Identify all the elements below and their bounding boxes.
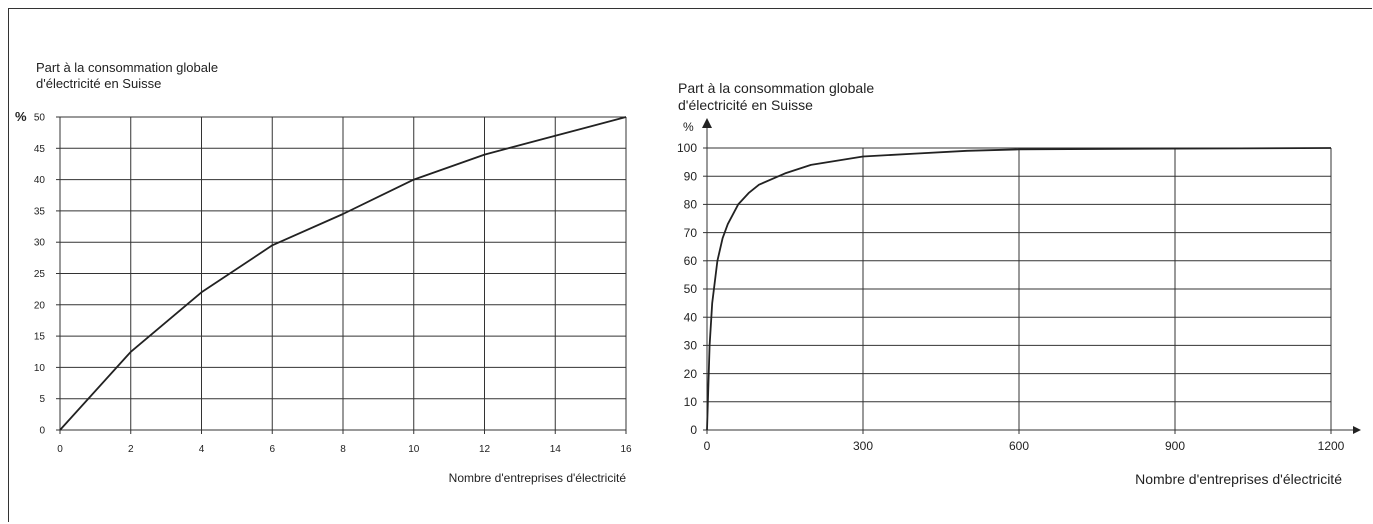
right-y-unit: % <box>683 120 694 134</box>
right-x-label: Nombre d'entreprises d'électricité <box>1135 471 1342 487</box>
left-y-tick-label: 35 <box>34 206 46 217</box>
left-y-tick-label: 5 <box>39 394 45 405</box>
left-title-line-2: d'électricité en Suisse <box>36 76 161 91</box>
left-y-tick-label: 40 <box>34 175 46 186</box>
left-y-unit: % <box>15 109 27 124</box>
right-y-tick-label: 100 <box>677 141 697 155</box>
left-x-label: Nombre d'entreprises d'électricité <box>449 471 627 485</box>
left-x-tick-label: 6 <box>269 444 275 455</box>
right-y-tick-label: 0 <box>690 423 697 437</box>
left-y-tick-label: 20 <box>34 300 46 311</box>
left-x-tick-label: 2 <box>128 444 134 455</box>
left-y-tick-label: 25 <box>34 269 46 280</box>
right-x-axis-arrow <box>1353 426 1361 434</box>
right-y-tick-label: 50 <box>684 282 698 296</box>
left-grid <box>56 116 627 434</box>
left-x-tick-label: 16 <box>620 444 632 455</box>
left-x-tick-label: 14 <box>550 444 562 455</box>
left-title-line-1: Part à la consommation globale <box>36 60 218 75</box>
left-x-tick-label: 10 <box>408 444 420 455</box>
left-y-tick-label: 30 <box>34 238 46 249</box>
right-y-tick-label: 40 <box>684 310 698 324</box>
figure-frame <box>8 8 1372 522</box>
left-x-tick-label: 8 <box>340 444 346 455</box>
right-y-tick-label: 20 <box>684 367 698 381</box>
right-x-tick-label: 0 <box>704 439 711 453</box>
left-x-ticks: 0 2 4 6 8 10 12 14 16 <box>57 444 632 455</box>
right-title-line-2: d'électricité en Suisse <box>678 97 813 113</box>
chart-right: Part à la consommation globale d'électri… <box>677 80 1361 487</box>
left-y-tick-label: 45 <box>34 144 46 155</box>
right-x-tick-label: 300 <box>853 439 873 453</box>
right-x-tick-label: 900 <box>1165 439 1185 453</box>
left-x-tick-label: 0 <box>57 444 63 455</box>
right-y-tick-label: 70 <box>684 226 698 240</box>
chart-left: Part à la consommation globale d'électri… <box>15 60 632 485</box>
left-series-line <box>59 116 627 431</box>
left-x-tick-label: 12 <box>479 444 491 455</box>
left-y-ticks: 0 5 10 15 20 25 30 35 40 45 50 <box>34 113 46 437</box>
right-y-axis-arrow <box>702 118 712 128</box>
right-x-tick-label: 600 <box>1009 439 1029 453</box>
right-y-tick-label: 80 <box>684 198 698 212</box>
left-y-tick-label: 0 <box>39 426 45 437</box>
left-x-tick-label: 4 <box>199 444 205 455</box>
right-x-ticks: 0 300 600 900 1200 <box>704 439 1345 453</box>
right-y-tick-label: 60 <box>684 254 698 268</box>
right-series-line <box>706 147 1332 431</box>
right-grid <box>702 118 1361 434</box>
left-y-tick-label: 10 <box>34 363 46 374</box>
right-title-line-1: Part à la consommation globale <box>678 80 874 96</box>
right-x-tick-label: 1200 <box>1318 439 1345 453</box>
right-y-tick-label: 30 <box>684 339 698 353</box>
right-y-ticks: 0 10 20 30 40 50 60 70 80 90 100 <box>677 141 697 437</box>
left-y-tick-label: 15 <box>34 332 46 343</box>
left-y-tick-label: 50 <box>34 113 46 124</box>
right-y-tick-label: 10 <box>684 395 698 409</box>
right-y-tick-label: 90 <box>684 169 698 183</box>
